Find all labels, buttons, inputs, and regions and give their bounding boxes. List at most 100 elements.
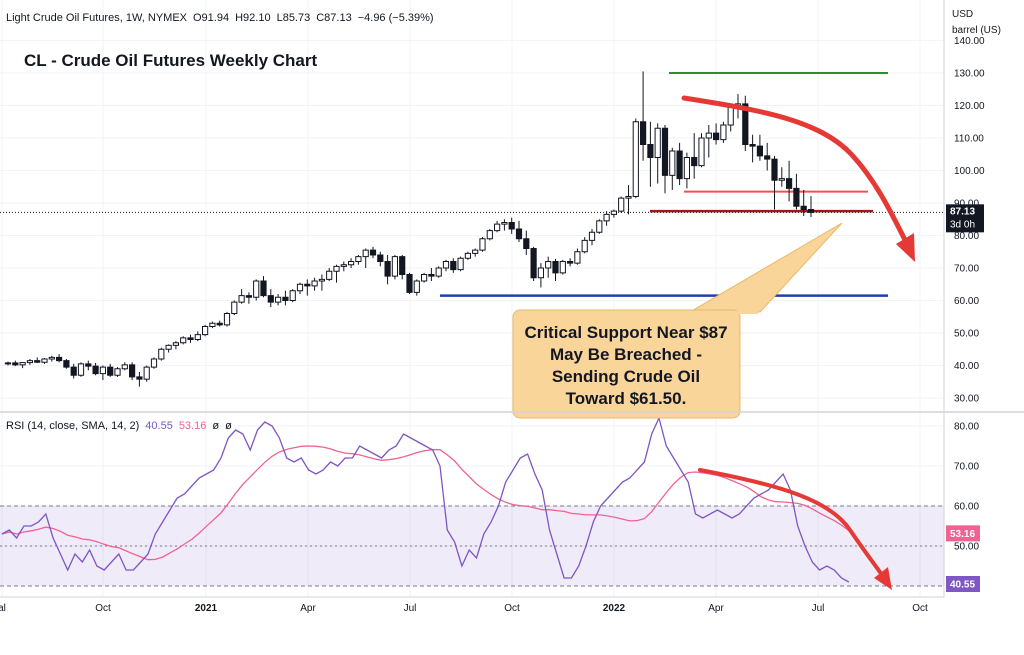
bullish-candle bbox=[121, 364, 128, 370]
callout-line-2: May Be Breached - bbox=[550, 345, 702, 364]
bearish-candle bbox=[764, 155, 771, 160]
rsi-axis-ticks: 80.00 70.00 60.00 50.00 bbox=[954, 422, 979, 553]
callout-box bbox=[512, 309, 741, 419]
bullish-candle bbox=[26, 360, 33, 364]
bullish-candle bbox=[158, 348, 165, 360]
rsi-legend[interactable]: RSI (14, close, SMA, 14, 2) 40.55 53.16 ø ø bbox=[6, 420, 232, 432]
open-value: O91.94 bbox=[193, 12, 229, 24]
bullish-candle bbox=[4, 362, 12, 365]
rsi-bearish-arrow bbox=[698, 468, 884, 577]
bearish-candle bbox=[530, 248, 537, 279]
callout-line-3: Sending Crude Oil bbox=[552, 367, 700, 386]
bullish-candle bbox=[559, 261, 566, 274]
support-callout: Critical Support Near $87 May Be Breache… bbox=[512, 222, 843, 419]
price-tick-label: 80.00 bbox=[954, 231, 979, 242]
time-tick-label: Apr bbox=[708, 603, 724, 614]
bullish-candle bbox=[421, 274, 428, 282]
time-tick-label: 2021 bbox=[195, 603, 218, 614]
bullish-candle bbox=[720, 124, 727, 141]
price-tick-label: 60.00 bbox=[954, 296, 979, 307]
bullish-candle bbox=[494, 223, 501, 232]
bullish-candle bbox=[143, 366, 150, 380]
bullish-candle bbox=[362, 249, 369, 258]
price-tick-label: 110.00 bbox=[954, 134, 984, 145]
interval-label: 1W bbox=[126, 12, 143, 24]
bullish-candle bbox=[150, 358, 158, 368]
bullish-candle bbox=[340, 264, 347, 267]
bullish-candle bbox=[625, 196, 632, 199]
bullish-candle bbox=[77, 363, 85, 376]
bearish-candle bbox=[216, 322, 223, 326]
price-axis-ticks: 140.00 130.00 120.00 110.00 100.00 90.00 80.00… bbox=[954, 36, 985, 405]
price-tick-label: 50.00 bbox=[954, 329, 979, 340]
bullish-candle bbox=[202, 326, 209, 336]
bullish-candle bbox=[41, 358, 48, 363]
bullish-candle bbox=[603, 213, 610, 222]
rsi-tick-label: 80.00 bbox=[954, 422, 979, 433]
bearish-candle bbox=[34, 360, 41, 363]
time-axis-labels[interactable]: al Oct 2021 Apr Jul Oct 2022 Apr Jul Oct bbox=[0, 603, 928, 614]
bullish-candle bbox=[223, 313, 231, 326]
last-price-countdown: 3d 0h bbox=[950, 219, 975, 230]
bearish-candle bbox=[92, 365, 99, 375]
rsi-tick-label: 50.00 bbox=[954, 542, 979, 553]
price-unit-line1: USD bbox=[952, 9, 973, 20]
bullish-candle bbox=[326, 270, 333, 280]
exchange-label: NYMEX bbox=[148, 12, 188, 24]
price-tick-label: 130.00 bbox=[954, 69, 985, 80]
rsi-tick-label: 70.00 bbox=[954, 462, 979, 473]
bullish-candle bbox=[231, 301, 238, 314]
bearish-candle bbox=[70, 366, 77, 376]
bullish-candle bbox=[705, 132, 712, 139]
rsi-legend-extra2: ø bbox=[225, 420, 232, 432]
bearish-candle bbox=[136, 376, 143, 380]
bullish-candle bbox=[165, 344, 172, 350]
bullish-candle bbox=[654, 127, 661, 158]
bearish-candle bbox=[793, 187, 800, 207]
bearish-candle bbox=[691, 157, 698, 167]
bearish-candle bbox=[260, 280, 267, 297]
bullish-candle bbox=[19, 362, 26, 366]
bullish-candle bbox=[479, 238, 486, 251]
price-tick-label: 70.00 bbox=[954, 264, 979, 275]
bullish-candle bbox=[457, 257, 464, 271]
bearish-candle bbox=[552, 261, 559, 274]
rsi-pane-background bbox=[0, 413, 944, 596]
bearish-candle bbox=[267, 295, 274, 303]
chart-title: CL - Crude Oil Futures Weekly Chart bbox=[24, 51, 317, 70]
bearish-candle bbox=[676, 150, 683, 180]
time-tick-label: Oct bbox=[95, 603, 111, 614]
rsi-legend-sma: 53.16 bbox=[179, 420, 207, 432]
rsi-tick-label: 60.00 bbox=[954, 502, 979, 513]
price-tick-label: 140.00 bbox=[954, 36, 985, 47]
bearish-candle bbox=[428, 274, 435, 277]
bullish-candle bbox=[275, 296, 282, 303]
rsi-bearish-arrowhead bbox=[874, 567, 892, 590]
callout-line-4: Toward $61.50. bbox=[566, 389, 687, 408]
price-unit-line2: barrel (US) bbox=[952, 25, 1001, 36]
symbol-legend[interactable]: Light Crude Oil Futures, 1W, NYMEX O91.94… bbox=[6, 12, 434, 24]
bullish-candle bbox=[253, 280, 260, 298]
price-tick-label: 90.00 bbox=[954, 199, 979, 210]
bearish-candle bbox=[377, 254, 384, 262]
bearish-candle bbox=[12, 362, 19, 366]
bullish-candle bbox=[311, 280, 318, 287]
time-tick-label: Jul bbox=[812, 603, 825, 614]
bearish-candle bbox=[807, 209, 815, 213]
bearish-candle bbox=[245, 295, 253, 298]
bullish-candle bbox=[464, 252, 471, 259]
bearish-candle bbox=[771, 158, 778, 181]
bullish-candle bbox=[501, 222, 508, 225]
time-tick-label: Oct bbox=[912, 603, 928, 614]
bullish-candle bbox=[391, 256, 398, 277]
bullish-candle bbox=[172, 342, 180, 346]
time-tick-label: Apr bbox=[300, 603, 316, 614]
bearish-candle bbox=[742, 103, 749, 145]
time-tick-label: al bbox=[0, 603, 6, 614]
symbol-name: Light Crude Oil Futures bbox=[6, 12, 120, 24]
change-value: −4.96 (−5.39%) bbox=[358, 12, 434, 24]
bullish-candle bbox=[348, 261, 355, 266]
price-axis-background[interactable] bbox=[944, 0, 1024, 597]
rsi-sma-value: 53.16 bbox=[950, 529, 975, 540]
